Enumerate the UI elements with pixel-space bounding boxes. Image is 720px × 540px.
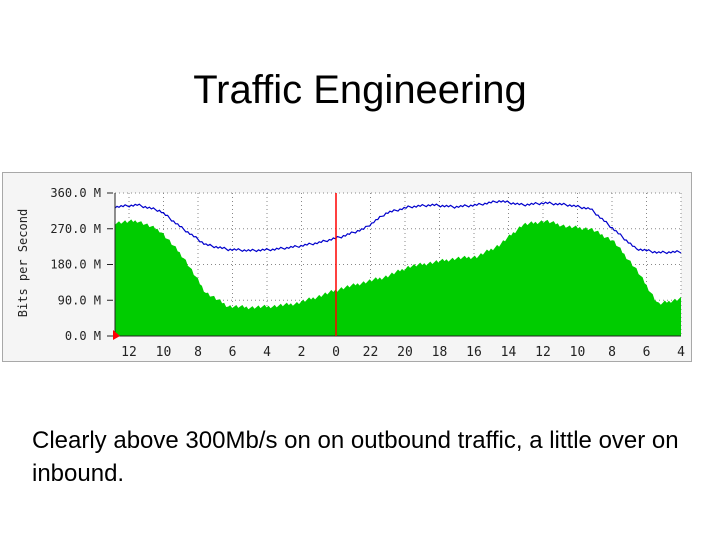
slide-title: Traffic Engineering [193,68,527,112]
y-tick-label: 0.0 M [65,329,101,343]
x-tick-label: 6 [229,345,237,360]
chart-svg: Bits per Second 0.0 M 90.0 M 180.0 M 270.0 … [16,186,685,360]
x-tick-label: 22 [363,345,379,360]
y-axis-label: Bits per Second [16,209,30,317]
x-tick-label: 18 [432,345,448,360]
outbound-line [114,199,682,255]
x-tick-label: 16 [466,345,482,360]
y-tick-label: 180.0 M [50,258,101,272]
x-tick-label: 8 [194,345,202,360]
x-tick-label: 2 [298,345,306,360]
x-tick-label: 10 [156,345,172,360]
x-tick-label: 4 [263,345,271,360]
x-tick-label: 6 [643,345,651,360]
x-tick-label: 0 [332,345,340,360]
y-tick-label: 360.0 M [50,186,101,200]
x-tick-label: 12 [121,345,137,360]
slide-caption: Clearly above 300Mb/s on on outbound tra… [32,427,679,487]
traffic-chart: Bits per Second 0.0 M 90.0 M 180.0 M 270.0 … [2,172,692,362]
x-tick-label: 8 [608,345,616,360]
y-tick-label: 90.0 M [58,293,101,307]
x-tick-label: 14 [501,345,517,360]
x-tick-label: 12 [535,345,551,360]
x-tick-label: 4 [677,345,685,360]
x-tick-label: 20 [397,345,413,360]
x-tick-label: 10 [570,345,586,360]
origin-arrow [113,330,120,340]
y-tick-label: 270.0 M [50,222,101,236]
inbound-area [115,219,681,336]
